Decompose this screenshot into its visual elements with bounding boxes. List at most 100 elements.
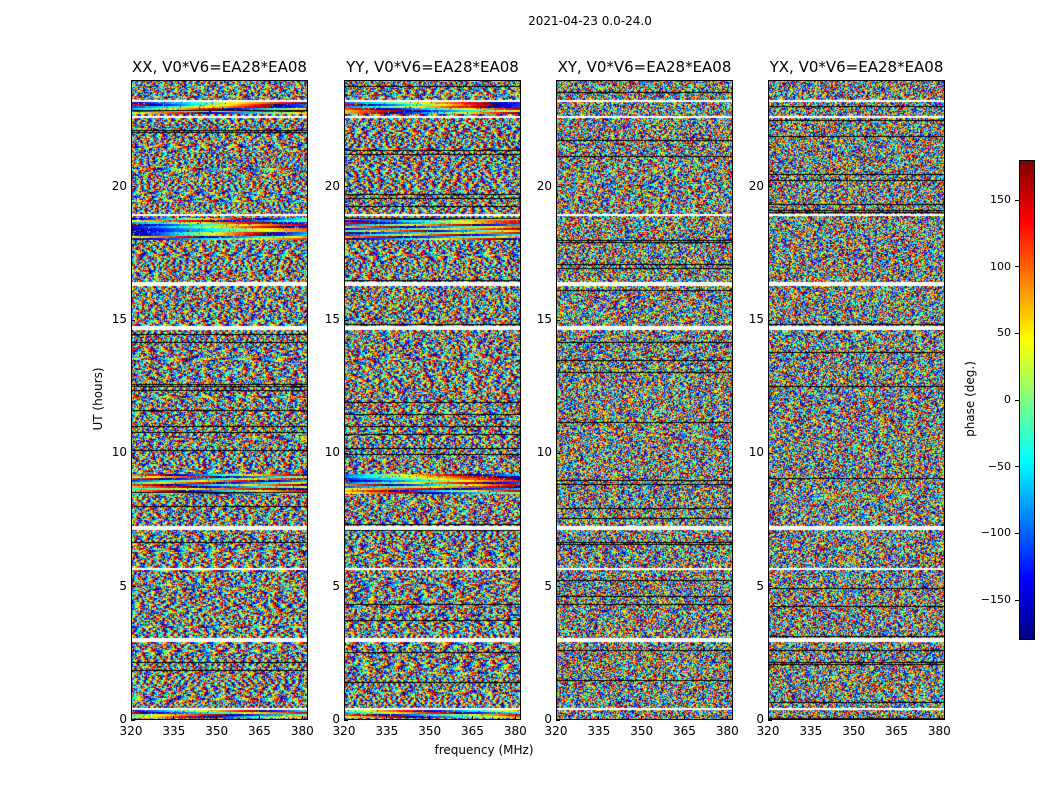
y-tick-mark <box>131 452 135 454</box>
y-tick-label: 15 <box>748 312 764 326</box>
x-tick-mark <box>767 716 769 720</box>
y-tick-mark <box>131 719 135 721</box>
colorbar <box>1019 160 1035 640</box>
x-tick-mark <box>258 716 260 720</box>
y-tick-label: 10 <box>324 445 340 460</box>
y-tick-label: 5 <box>756 578 764 593</box>
y-tick-mark <box>768 452 772 454</box>
y-tick-mark <box>768 586 772 588</box>
x-tick-label: 320 <box>332 724 356 738</box>
x-tick-mark <box>471 716 473 720</box>
x-tick-mark <box>173 716 175 720</box>
x-tick-mark <box>598 716 600 720</box>
panel-title: XY, V0*V6=EA28*EA08 <box>557 58 732 76</box>
x-tick-label: 320 <box>119 724 143 738</box>
colorbar-tick-label: −50 <box>987 459 1011 473</box>
colorbar-tick-mark <box>1015 599 1019 601</box>
panel-title: XX, V0*V6=EA28*EA08 <box>132 58 307 76</box>
colorbar-tick-mark <box>1015 199 1019 201</box>
x-tick-label: 350 <box>205 724 229 738</box>
x-tick-mark <box>429 716 431 720</box>
colorbar-tick-mark <box>1015 532 1019 534</box>
x-tick-label: 335 <box>799 724 823 738</box>
x-tick-label: 320 <box>756 724 780 738</box>
colorbar-tick-label: −150 <box>980 593 1011 606</box>
x-tick-mark <box>726 716 728 720</box>
y-tick-label: 0 <box>119 712 127 726</box>
y-tick-mark <box>131 186 135 188</box>
x-tick-label: 335 <box>162 724 186 738</box>
x-tick-label: 335 <box>375 724 399 738</box>
y-tick-label: 10 <box>748 445 764 460</box>
x-tick-mark <box>130 716 132 720</box>
y-axis-label: UT (hours) <box>91 367 105 431</box>
x-tick-mark <box>343 716 345 720</box>
colorbar-tick-label: 0 <box>1004 393 1011 406</box>
y-tick-mark <box>344 452 348 454</box>
x-tick-label: 335 <box>587 724 611 738</box>
y-tick-mark <box>768 719 772 721</box>
phase-heatmap-yx <box>768 80 945 720</box>
y-tick-mark <box>344 186 348 188</box>
x-tick-label: 320 <box>544 724 568 738</box>
y-tick-label: 20 <box>536 178 552 193</box>
x-tick-label: 365 <box>248 724 271 738</box>
colorbar-label: phase (deg.) <box>963 361 977 437</box>
x-tick-mark <box>301 716 303 720</box>
y-tick-label: 15 <box>111 312 127 326</box>
y-tick-mark <box>556 452 560 454</box>
x-tick-mark <box>641 716 643 720</box>
y-tick-label: 5 <box>332 578 340 593</box>
x-tick-mark <box>555 716 557 720</box>
colorbar-tick-mark <box>1015 466 1019 468</box>
x-tick-label: 365 <box>885 724 908 738</box>
x-tick-label: 380 <box>715 724 739 738</box>
x-tick-label: 365 <box>673 724 696 738</box>
colorbar-tick-label: −100 <box>980 526 1011 540</box>
y-tick-mark <box>344 586 348 588</box>
y-tick-label: 15 <box>324 312 340 326</box>
colorbar-tick-mark <box>1015 332 1019 334</box>
x-tick-mark <box>810 716 812 720</box>
y-tick-label: 5 <box>119 578 127 593</box>
y-tick-mark <box>768 186 772 188</box>
y-tick-mark <box>556 719 560 721</box>
y-tick-label: 5 <box>544 578 552 593</box>
x-tick-label: 380 <box>927 724 951 738</box>
y-tick-label: 15 <box>536 312 552 326</box>
y-tick-label: 20 <box>748 178 764 193</box>
panel-title: YY, V0*V6=EA28*EA08 <box>346 58 519 76</box>
x-tick-label: 380 <box>503 724 527 738</box>
x-tick-mark <box>938 716 940 720</box>
panel-title: YX, V0*V6=EA28*EA08 <box>769 58 944 76</box>
colorbar-tick-mark <box>1015 266 1019 268</box>
phase-heatmap-xy <box>556 80 733 720</box>
y-tick-label: 0 <box>332 712 340 726</box>
x-tick-label: 350 <box>418 724 442 738</box>
y-tick-mark <box>556 586 560 588</box>
y-tick-mark <box>344 319 348 321</box>
colorbar-tick-label: 50 <box>997 326 1011 340</box>
colorbar-tick-mark <box>1015 399 1019 401</box>
y-tick-mark <box>556 186 560 188</box>
y-tick-label: 20 <box>111 178 127 193</box>
x-tick-mark <box>216 716 218 720</box>
y-tick-mark <box>768 319 772 321</box>
y-tick-mark <box>556 319 560 321</box>
x-tick-mark <box>683 716 685 720</box>
phase-heatmap-yy <box>344 80 521 720</box>
x-tick-mark <box>895 716 897 720</box>
y-tick-label: 0 <box>544 712 552 726</box>
y-tick-label: 0 <box>756 712 764 726</box>
x-tick-label: 350 <box>842 724 866 738</box>
phase-heatmap-xx <box>131 80 308 720</box>
y-tick-label: 20 <box>324 178 340 193</box>
x-tick-label: 380 <box>290 724 314 738</box>
x-tick-mark <box>853 716 855 720</box>
x-tick-mark <box>386 716 388 720</box>
figure-title: 2021-04-23 0.0-24.0 <box>528 14 652 28</box>
y-tick-mark <box>344 719 348 721</box>
colorbar-tick-label: 150 <box>990 193 1011 206</box>
x-axis-label: frequency (MHz) <box>434 743 534 757</box>
